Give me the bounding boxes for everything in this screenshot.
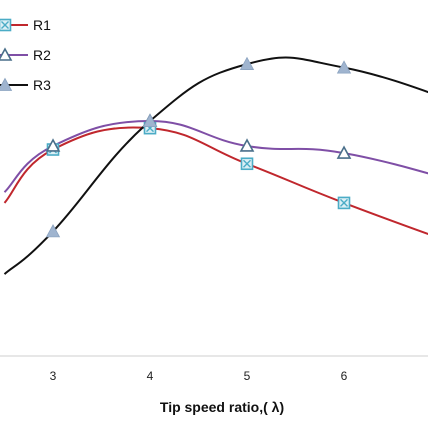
- data-point-r2-x3: [45, 138, 61, 152]
- x-tick-label: 6: [341, 369, 348, 383]
- legend-marker-r2: [0, 47, 13, 61]
- x-axis-title: Tip speed ratio,( λ): [160, 399, 284, 415]
- x-tick-label: 3: [50, 369, 57, 383]
- legend-marker-r3: [0, 77, 13, 91]
- data-point-r1-x6: [337, 196, 351, 210]
- legend-label: R2: [33, 47, 51, 63]
- x-tick-label: 5: [244, 369, 251, 383]
- legend-marker-r1: [0, 18, 12, 32]
- data-point-r2-x6: [336, 145, 352, 159]
- data-point-r3-x5: [239, 56, 255, 70]
- data-point-r1-x5: [240, 157, 254, 171]
- legend-item-r1: R1: [0, 17, 51, 33]
- series-line-r2: [3, 119, 428, 193]
- marker-layer: [45, 56, 352, 238]
- series-line-r1: [3, 126, 428, 236]
- data-point-r3-x6: [336, 60, 352, 74]
- x-tick-label: 4: [147, 369, 154, 383]
- data-point-r3-x4: [142, 113, 158, 127]
- legend-item-r3: R3: [0, 77, 51, 93]
- data-point-r3-x3: [45, 224, 61, 238]
- legend-item-r2: R2: [0, 47, 51, 63]
- data-point-r2-x5: [239, 138, 255, 152]
- legend: R1 R2 R3: [0, 17, 51, 93]
- plot-area: [3, 56, 428, 275]
- series-line-r3: [3, 56, 428, 275]
- x-axis-ticks: 3 4 5 6: [50, 369, 348, 383]
- legend-label: R1: [33, 17, 51, 33]
- legend-label: R3: [33, 77, 51, 93]
